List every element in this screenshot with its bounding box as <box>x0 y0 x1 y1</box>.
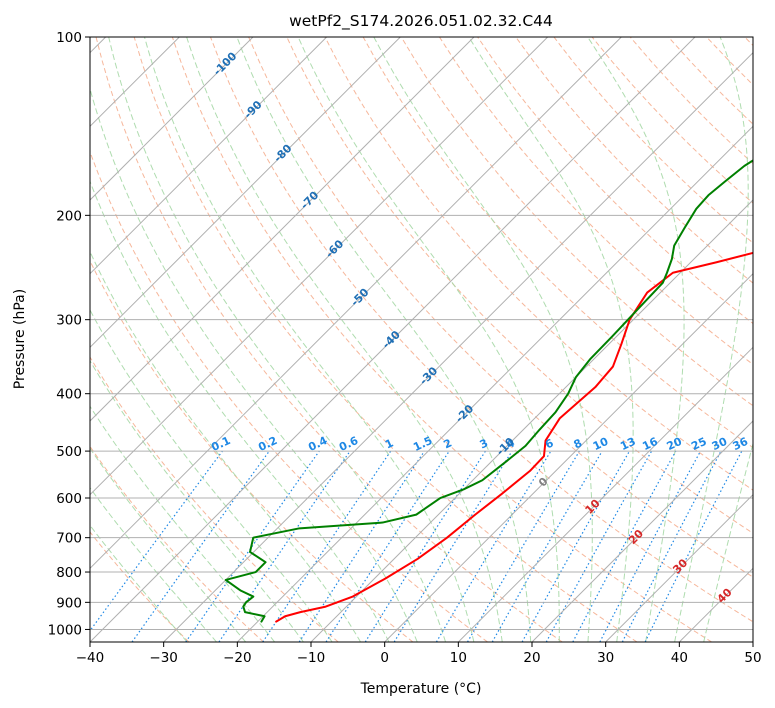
mixing-ratio-line <box>393 450 513 642</box>
mixing-ratio-line <box>298 450 425 642</box>
isotherm-line <box>90 37 475 422</box>
y-tick-label: 700 <box>56 531 82 547</box>
chart-title: wetPf2_S174.2026.051.02.32.C44 <box>289 12 553 31</box>
mixing-ratio-label: 16 <box>640 435 660 453</box>
y-tick-label: 400 <box>56 387 82 403</box>
temperature-line <box>275 251 753 623</box>
isobar-grid <box>90 37 753 630</box>
moist-adiabat <box>108 37 447 642</box>
dry-adiabat <box>133 37 638 642</box>
isotherm-line <box>90 37 549 496</box>
mixing-ratio-label: 13 <box>618 435 637 453</box>
isotherm-line <box>90 37 401 349</box>
dry-adiabats <box>90 37 753 642</box>
y-tick-label: 300 <box>56 313 82 329</box>
moist-adiabat <box>297 37 560 642</box>
mixing-ratio-label: 30 <box>710 435 730 453</box>
x-tick-label: 40 <box>671 650 688 666</box>
isotherm-line <box>163 51 753 642</box>
moist-adiabat <box>90 359 304 642</box>
y-tick-label: 900 <box>56 595 82 611</box>
dry-adiabat <box>171 37 712 642</box>
dry-adiabat <box>324 37 753 491</box>
y-axis-title: Pressure (hPa) <box>12 289 28 389</box>
dry-adiabat <box>210 37 753 623</box>
isotherm-line <box>531 420 753 642</box>
mixing-ratio-line <box>218 450 351 642</box>
y-axis-ticks: 100 200 300 400 500 600 700 800 900 1000 <box>48 30 90 638</box>
x-tick-label: −40 <box>76 650 105 666</box>
y-tick-label: 500 <box>56 444 82 460</box>
x-axis-ticks: −40 −30 −20 −10 0 10 20 30 40 50 <box>76 642 762 666</box>
isotherm-grid <box>90 37 753 642</box>
mixing-ratio-line <box>572 450 677 642</box>
mixing-ratio-label: 10 <box>591 435 611 453</box>
x-tick-label: −10 <box>297 650 326 666</box>
dry-adiabat <box>400 37 753 407</box>
x-tick-label: 50 <box>744 650 761 666</box>
moist-adiabat <box>90 86 418 642</box>
moist-adiabat <box>186 37 503 642</box>
y-tick-label: 100 <box>56 30 82 46</box>
mixing-ratio-label: 25 <box>689 435 708 453</box>
isotherm-line <box>90 37 622 570</box>
mixing-ratio-line <box>644 450 743 642</box>
isotherm-line <box>605 493 753 642</box>
isotherm-line <box>384 272 753 642</box>
isotherm-line <box>457 346 753 642</box>
dry-adiabat <box>90 356 339 642</box>
isotherm-line <box>90 37 696 642</box>
profile-series <box>224 159 753 623</box>
x-tick-label: 30 <box>597 650 614 666</box>
moist-adiabat <box>90 486 217 642</box>
dry-adiabat <box>439 37 753 366</box>
x-tick-label: 10 <box>450 650 467 666</box>
isotherm-line <box>90 37 254 201</box>
x-axis-title: Temperature (°C) <box>360 681 482 697</box>
x-tick-label: −30 <box>149 650 178 666</box>
dry-adiabat <box>248 37 753 578</box>
mixing-ratio-line <box>90 450 223 632</box>
x-tick-label: −20 <box>223 650 252 666</box>
mixing-ratio-label: 36 <box>731 435 751 453</box>
moist-adiabat <box>90 447 247 642</box>
mixing-ratio-line <box>185 450 320 642</box>
mixing-ratio-line <box>262 450 392 642</box>
plot-frame <box>89 36 754 643</box>
y-tick-label: 800 <box>56 565 82 581</box>
isotherm-line <box>310 199 753 642</box>
y-tick-label: 1000 <box>48 622 82 638</box>
moist-adiabat <box>587 37 685 642</box>
moist-adiabat <box>674 37 749 642</box>
mixing-ratio-line <box>521 450 631 642</box>
moist-adiabat <box>144 37 475 642</box>
moist-adiabat <box>373 37 593 642</box>
moist-adiabat <box>90 405 276 642</box>
mixing-ratio-line <box>545 450 653 642</box>
mixing-ratio-lines <box>90 450 743 642</box>
isotherm-line <box>90 37 328 275</box>
y-tick-label: 200 <box>56 208 82 224</box>
mixing-ratio-line <box>131 450 270 642</box>
mixing-ratio-label: 20 <box>665 435 685 453</box>
moist-adiabat <box>90 180 390 642</box>
dry-adiabat <box>90 445 264 642</box>
dry-adiabat <box>515 37 753 284</box>
isotherm-line <box>236 125 753 642</box>
plot-area: 0.1 0.2 0.4 0.6 1 1.5 2 3 4 6 8 10 13 16 20 25 30 36-100-… <box>90 37 753 642</box>
dry-adiabat <box>90 150 488 642</box>
x-tick-label: 20 <box>523 650 540 666</box>
dewpoint-line <box>224 159 753 623</box>
y-tick-label: 600 <box>56 491 82 507</box>
moist-adiabat <box>90 524 188 642</box>
x-tick-label: 0 <box>380 650 389 666</box>
dry-adiabat <box>95 37 563 642</box>
mixing-ratio-line <box>325 450 450 642</box>
dry-adiabat <box>90 531 190 642</box>
